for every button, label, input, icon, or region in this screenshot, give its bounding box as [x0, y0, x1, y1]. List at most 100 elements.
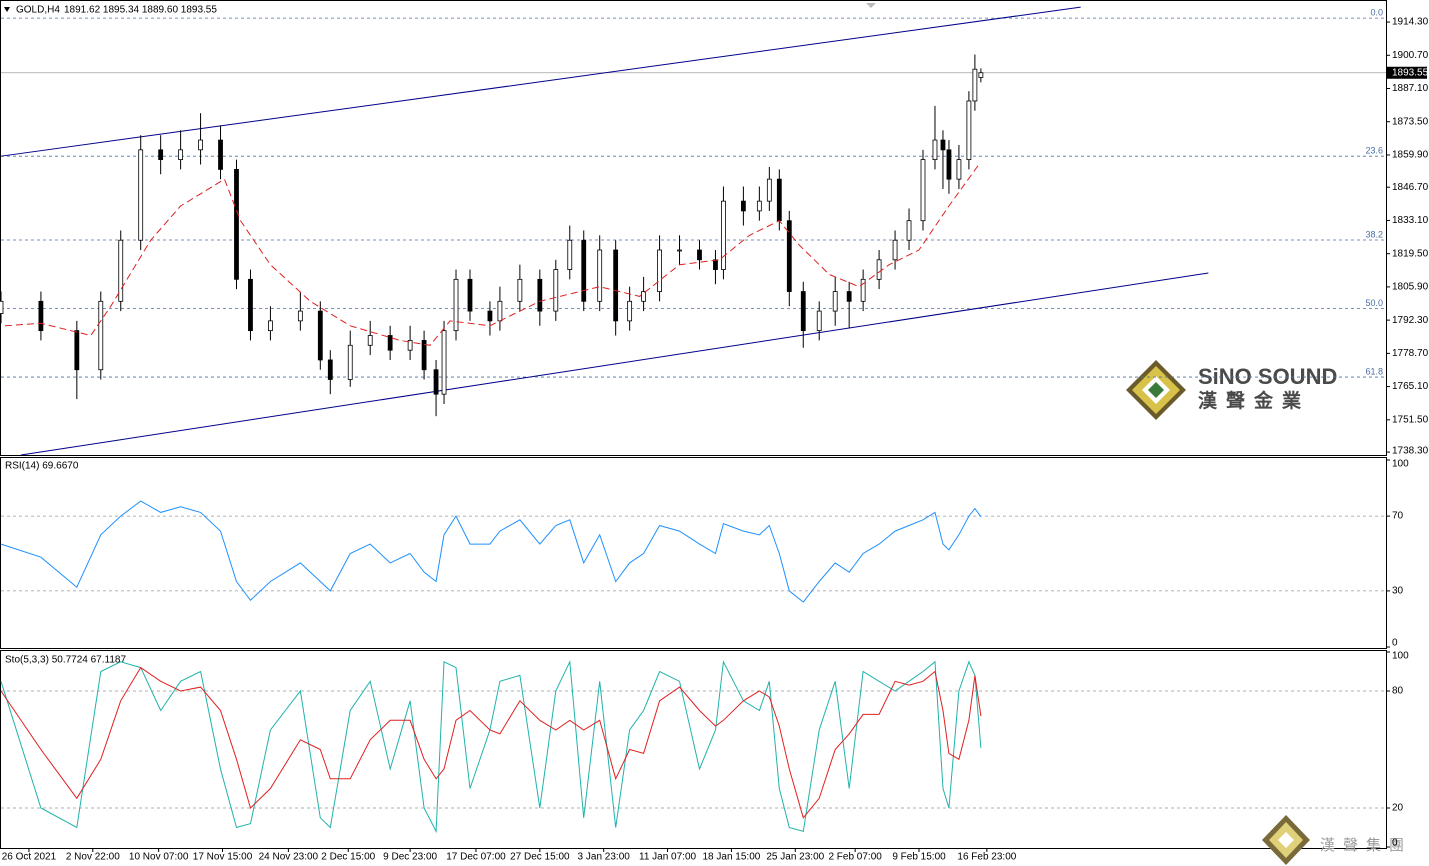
candle-body [657, 249, 662, 292]
y-tick-label: 1751.50 [1392, 414, 1429, 425]
candle-body [906, 220, 912, 241]
x-tick-label: 3 Jan 23:00 [578, 852, 631, 863]
candle-body [860, 278, 866, 302]
candle-body [421, 340, 427, 371]
candle-body [766, 178, 772, 202]
candle-body [613, 249, 619, 322]
candle-body [248, 278, 253, 332]
x-tick-label: 26 Oct 2021 [2, 852, 57, 863]
candle-body [972, 68, 978, 102]
channel-line [20, 272, 1209, 456]
watermark-text: 漢聲集團 [1320, 837, 1412, 854]
watermark-diamond-core [1278, 832, 1294, 848]
menu-arrow[interactable] [4, 7, 10, 12]
x-tick-label: 2 Feb 07:00 [828, 852, 882, 863]
candle-body [800, 291, 806, 332]
candle-body [317, 310, 323, 361]
logo-name: SiNO SOUND [1198, 364, 1337, 389]
candle-body [347, 344, 353, 380]
candle-body [978, 72, 984, 78]
y-tick-label: 1846.70 [1392, 182, 1429, 193]
candle-body [786, 220, 792, 292]
y-tick-label: 0 [1392, 638, 1398, 649]
symbol-title: GOLD,H4 [16, 5, 60, 16]
x-tick-label: 18 Jan 15:00 [703, 852, 761, 863]
x-tick-label: 9 Dec 23:00 [383, 852, 437, 863]
y-tick-label: 30 [1392, 586, 1404, 597]
watermark: 漢聲集團 [1262, 815, 1412, 865]
candle-body [453, 278, 459, 332]
price-plot: 0.0 23.6 38.2 50.0 61.8 [0, 6, 1386, 456]
candle-body [966, 100, 972, 161]
x-tick-label: 2 Nov 22:00 [66, 852, 120, 863]
last-price-box [1387, 66, 1427, 79]
x-tick-label: 17 Nov 15:00 [193, 852, 253, 863]
candle-body [876, 259, 882, 280]
fib-label: 61.8 [1365, 366, 1383, 376]
ohlc-text: 1891.62 1895.34 1889.60 1893.55 [64, 5, 217, 16]
candle-body [138, 149, 144, 241]
stochastic-title: Sto(5,3,3) 50.7724 67.1187 [5, 655, 126, 666]
x-tick-label: 17 Dec 07:00 [446, 852, 506, 863]
candle-body [740, 200, 746, 212]
candle-body [74, 330, 80, 371]
candle-body [627, 300, 633, 322]
candle-body [892, 239, 898, 261]
candle-body [581, 239, 587, 302]
indicator-line [0, 666, 982, 819]
y-tick-label: 1765.10 [1392, 381, 1429, 392]
fib-label: 38.2 [1365, 229, 1383, 239]
candle-body [776, 178, 782, 222]
y-tick-label: 1805.90 [1392, 282, 1429, 293]
candle-body [597, 249, 603, 302]
x-tick-label: 16 Feb 23:00 [957, 852, 1016, 863]
x-tick-label: 9 Feb 15:00 [892, 852, 946, 863]
y-tick-label: 1859.90 [1392, 150, 1429, 161]
last-price-label: 1893.55 [1392, 67, 1429, 78]
y-tick-label: 100 [1392, 459, 1409, 470]
candle-body [433, 369, 439, 395]
indicator-line [0, 500, 982, 603]
x-tick-label: 25 Jan 23:00 [766, 852, 824, 863]
y-tick-label: 1900.70 [1392, 50, 1429, 61]
candle-body [0, 300, 4, 314]
scroll-marker [866, 3, 876, 8]
y-tick-label: 20 [1392, 803, 1404, 814]
channel-line [0, 6, 1081, 157]
moving-average [4, 164, 980, 346]
candle-body [441, 330, 447, 395]
candle-body [467, 278, 473, 312]
y-tick-label: 1833.10 [1392, 215, 1429, 226]
rsi-panel-frame [0, 457, 1387, 649]
candle-body [327, 359, 333, 380]
candle-body [940, 139, 946, 151]
candle-body [178, 149, 184, 161]
y-tick-label: 1914.30 [1392, 17, 1429, 28]
logo-chinese: 漢聲金業 [1198, 389, 1310, 412]
y-tick-label: 1873.50 [1392, 116, 1429, 127]
fib-label: 23.6 [1365, 146, 1383, 156]
candle-body [677, 249, 682, 252]
candle-body [268, 320, 273, 332]
y-tick-label: 1819.50 [1392, 248, 1429, 259]
y-tick-label: 0 [1392, 838, 1398, 849]
x-tick-label: 10 Nov 07:00 [129, 852, 189, 863]
candle-body [537, 278, 543, 312]
x-tick-label: 11 Jan 07:00 [639, 852, 697, 863]
candle-body [721, 200, 726, 270]
candle-body [946, 149, 952, 180]
y-tick-label: 1738.30 [1392, 446, 1429, 457]
y-tick-label: 1792.30 [1392, 315, 1429, 326]
candle-body [98, 300, 104, 371]
candle-body [234, 168, 239, 280]
candle-body [198, 139, 203, 151]
y-tick-label: 1887.10 [1392, 83, 1429, 94]
candle-body [713, 259, 718, 270]
candle-body [832, 291, 838, 312]
candle-body [517, 278, 523, 302]
candle-body [816, 310, 822, 332]
candle-body [158, 149, 164, 161]
candle-body [920, 159, 926, 222]
x-tick-label: 27 Dec 15:00 [510, 852, 570, 863]
candle-body [697, 249, 702, 261]
